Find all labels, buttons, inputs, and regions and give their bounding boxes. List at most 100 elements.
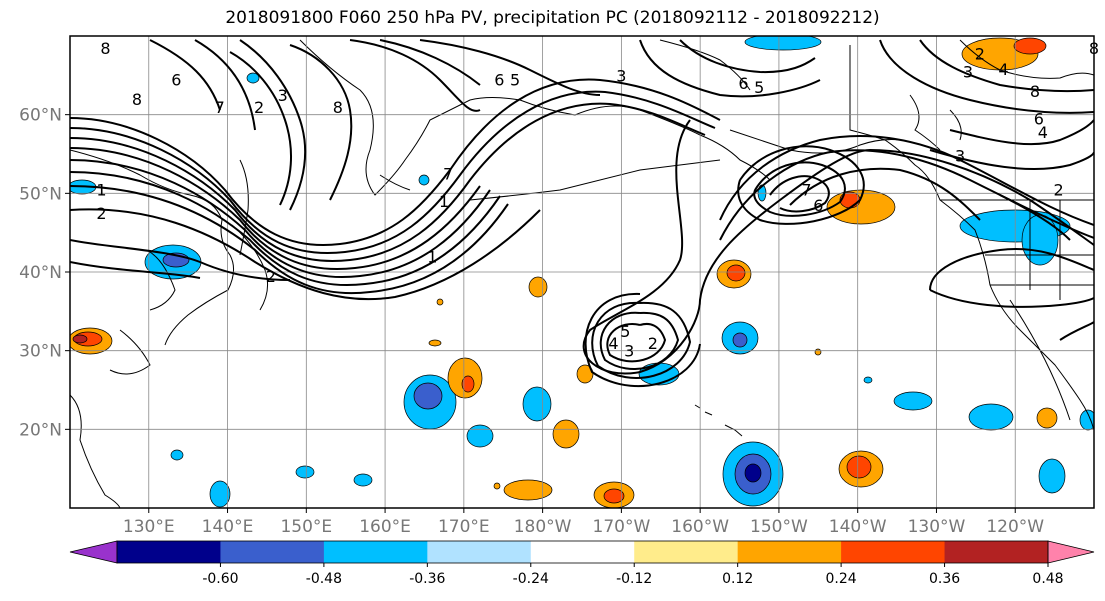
coastlines [70,39,1094,508]
precip-area [418,174,430,186]
lat-tick-label: 50°N [19,184,62,204]
colorbar-label: 0.24 [826,571,857,587]
precip-area [732,332,748,348]
precip-area [863,376,873,384]
precip-area [726,264,746,282]
map-title: 2018091800 F060 250 hPa PV, precipitatio… [225,8,880,28]
pv-contour-label: 3 [955,147,965,166]
precip-area [209,480,231,508]
pv-contour-label: 1 [427,247,437,266]
precip-area [1013,37,1047,55]
lon-tick-label: 160°E [359,517,411,537]
colorbar-segment [737,541,842,563]
lon-tick-label: 130°W [908,517,966,537]
precip-area [466,424,494,448]
pv-contour-label: 5 [510,70,520,89]
precip-area [428,339,442,347]
precip-area [246,72,260,84]
colorbar-label: 0.48 [1032,571,1063,587]
precip-area [528,276,548,298]
precip-area [461,375,475,393]
precip-area [846,455,872,479]
precip-area [603,488,625,504]
pv-contour-label: 2 [254,98,264,117]
pv-contour-label: 3 [963,62,973,81]
colorbar-segment [841,541,946,563]
precip-area [295,465,315,479]
pv-contour-label: 5 [620,322,630,341]
colorbar-segment [944,541,1049,563]
precip-area [353,473,373,487]
colorbar-label: -0.60 [202,571,238,587]
colorbar-segment [634,541,739,563]
pv-contour-label: 3 [616,66,626,85]
colorbar-extend-low [69,540,118,564]
pv-contour-label: 4 [608,334,618,353]
colorbar-segment [220,541,325,563]
pv-contour-label: 3 [624,342,634,361]
lat-tick-label: 60°N [19,106,62,126]
lon-tick-label: 170°W [593,517,651,537]
pv-contour-label: 8 [1089,39,1099,58]
colorbar-extend-high [1047,540,1095,564]
pv-contour-label: 7 [443,165,453,184]
pv-contour-label: 4 [998,60,1008,79]
colorbar-frame [116,540,1049,564]
colorbar-label: -0.48 [306,571,342,587]
pv-contour-label: 2 [975,44,985,63]
precip-area [744,463,762,483]
colorbar-label: -0.36 [409,571,445,587]
lat-tick-label: 30°N [19,342,62,362]
lon-tick-label: 120°W [986,517,1044,537]
pv-contour-label: 2 [1053,180,1063,199]
precip-area [552,419,580,449]
precip-area [893,391,933,411]
colorbar-segment [427,541,532,563]
pv-contour-label: 6 [813,196,823,215]
longitude-ticks: 130°E 140°E 150°E 160°E 170°E 180°W 170°W 160°W… [123,508,1044,537]
colorbar-label: 0.12 [722,571,753,587]
pv-contour-label: 6 [494,70,504,89]
precip-area [968,403,1014,431]
precip-area [1021,214,1059,266]
latitude-ticks: 20°N 30°N 40°N 50°N 60°N [19,106,70,440]
precip-area [413,382,443,410]
precip-area [744,36,822,51]
precip-area [493,482,501,490]
pv-contour-label: 6 [738,74,748,93]
pv-contour-label: 8 [132,90,142,109]
pv-contours [70,39,1094,387]
colorbar-label: -0.24 [513,571,549,587]
pv-contour-label: 8 [100,39,110,58]
lon-tick-label: 150°W [750,517,808,537]
pv-contour-label: 1 [439,192,449,211]
lon-tick-label: 180°W [514,517,572,537]
precip-area [1036,407,1058,429]
pv-contour-label: 7 [215,98,225,117]
lon-tick-label: 140°W [829,517,887,537]
lon-tick-label: 140°E [202,517,254,537]
pv-contour-label: 2 [96,204,106,223]
pv-contour-label: 6 [1034,110,1044,129]
lat-tick-label: 40°N [19,263,62,283]
precip-area [436,298,444,306]
colorbar-segment [530,541,635,563]
lon-tick-label: 150°E [280,517,332,537]
precip-area [170,449,184,461]
pv-contour-label: 2 [266,267,276,286]
colorbar-label: -0.12 [616,571,652,587]
colorbar: -0.60 -0.48 -0.36 -0.24 -0.12 0.12 0.24 0.36 0.4… [69,540,1095,587]
colorbar-segment [323,541,428,563]
precip-area [503,479,553,501]
pv-contour-label: 7 [801,180,811,199]
precip-area [814,348,822,356]
precip-area [72,334,88,344]
pv-contour-label: 5 [754,78,764,97]
lon-tick-label: 160°W [671,517,729,537]
lon-tick-label: 170°E [438,517,490,537]
precip-area [522,386,552,422]
map-panel [70,36,1094,508]
lon-tick-label: 130°E [123,517,175,537]
